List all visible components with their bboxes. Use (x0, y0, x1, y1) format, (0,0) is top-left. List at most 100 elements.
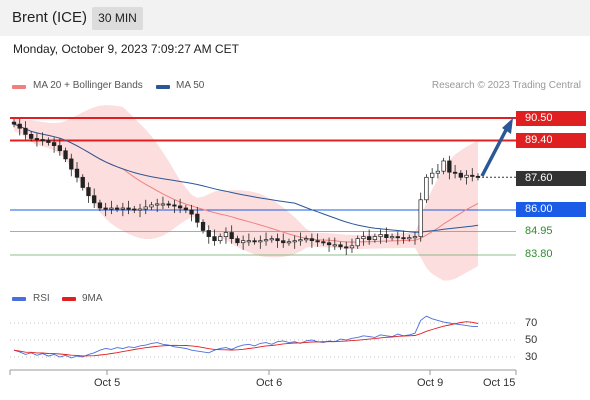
candle-body (430, 172, 435, 178)
rsi-panel (10, 315, 516, 359)
rsi-legend-swatch (12, 297, 26, 301)
candle-body (401, 237, 406, 240)
chart-datetime: Monday, October 9, 2023 7:09:27 AM CET (13, 42, 239, 56)
candle-body (143, 206, 148, 210)
candle-body (114, 207, 120, 210)
candle-body (126, 207, 131, 210)
ma50-line (13, 123, 479, 233)
candle-body (40, 139, 45, 142)
candle-body (309, 238, 315, 242)
candle-body (384, 234, 389, 238)
candle-body (458, 172, 463, 178)
moving-average-lines (13, 123, 479, 243)
candle-body (412, 236, 418, 239)
candle-body (80, 176, 85, 188)
candle-body (109, 207, 114, 210)
level-badge-89-40: 89.40 (516, 133, 586, 148)
candle-body (223, 232, 229, 237)
candle-body (195, 213, 200, 223)
arrow-head (502, 118, 513, 134)
candlestick-series (11, 119, 481, 255)
candle-body (183, 207, 189, 211)
candle-body (103, 207, 108, 210)
x-tick-oct6: Oct 6 (256, 377, 283, 389)
legend-item-ma20-bollinger: MA 20 + Bollinger Bands (33, 80, 143, 91)
level-label-84-95: 84.95 (525, 225, 553, 237)
level-badge-87-60: 87.60 (516, 171, 586, 186)
candle-body (252, 240, 257, 243)
candle-body (166, 203, 171, 206)
rsi-level-50: 50 (525, 334, 538, 346)
candle-body (206, 230, 211, 237)
candle-body (177, 205, 183, 209)
x-tick-oct9: Oct 9 (417, 377, 444, 389)
candle-body (378, 234, 383, 237)
candle-body (315, 240, 320, 243)
rsi-line (13, 315, 478, 359)
candle-body (475, 175, 481, 178)
arrow-shaft (480, 129, 508, 177)
candle-body (326, 242, 332, 246)
rsi-level-70: 70 (525, 317, 538, 329)
candle-body (447, 160, 452, 173)
candle-body (212, 236, 217, 242)
candle-body (155, 203, 160, 206)
level-badge-90-50: 90.50 (516, 111, 586, 126)
rsi-ma9-line (13, 321, 479, 357)
candle-body (424, 176, 429, 201)
candle-body (344, 246, 349, 249)
candle-body (172, 204, 177, 207)
candle-body (97, 202, 103, 209)
candle-body (263, 239, 269, 242)
candle-body (452, 171, 458, 174)
bollinger-band-fill (14, 105, 478, 281)
ma9-legend-swatch (62, 297, 76, 301)
candle-body (292, 240, 297, 243)
candle-body (189, 209, 194, 215)
candle-body (281, 240, 286, 244)
candle-body (435, 170, 441, 174)
rsi-level-30: 30 (525, 351, 538, 363)
timeframe-button[interactable]: 30 MIN (92, 7, 143, 30)
candle-body (355, 238, 360, 247)
rsi-legend-label: RSI (33, 293, 50, 304)
candle-body (321, 241, 326, 244)
candle-body (34, 138, 40, 140)
candle-body (303, 238, 309, 241)
candle-body (349, 245, 355, 249)
candle-body (470, 174, 475, 177)
level-badge-86-00: 86.00 (516, 202, 586, 217)
candle-body (332, 244, 337, 247)
candle-body (160, 203, 166, 206)
candle-body (200, 221, 206, 231)
candle-body (464, 174, 469, 178)
candle-body (132, 208, 137, 211)
candle-body (46, 140, 51, 143)
candle-body (395, 236, 400, 239)
candle-body (372, 236, 378, 241)
legend-swatch-ma20 (12, 85, 26, 89)
candle-body (298, 239, 303, 242)
candle-body (63, 150, 68, 160)
bollinger-band-area (14, 105, 478, 281)
candle-body (338, 244, 343, 248)
candle-body (29, 134, 34, 139)
legend-swatch-ma50 (156, 85, 170, 89)
forecast-arrow-icon (480, 118, 513, 177)
price-level-lines (10, 117, 516, 256)
candle-body (367, 236, 372, 241)
candle-body (407, 237, 412, 240)
candle-body (235, 238, 240, 244)
ma9-legend-label: 9MA (82, 293, 103, 304)
x-tick-oct5: Oct 5 (94, 377, 121, 389)
research-credit: Research © 2023 Trading Central (431, 80, 581, 91)
candle-body (23, 127, 28, 135)
candle-body (69, 158, 74, 170)
candle-body (86, 187, 91, 197)
candle-body (92, 195, 97, 204)
chart-header: Brent (ICE) 30 MIN (0, 0, 590, 36)
candle-body (418, 199, 423, 237)
candle-body (258, 240, 263, 243)
candle-body (229, 232, 234, 239)
